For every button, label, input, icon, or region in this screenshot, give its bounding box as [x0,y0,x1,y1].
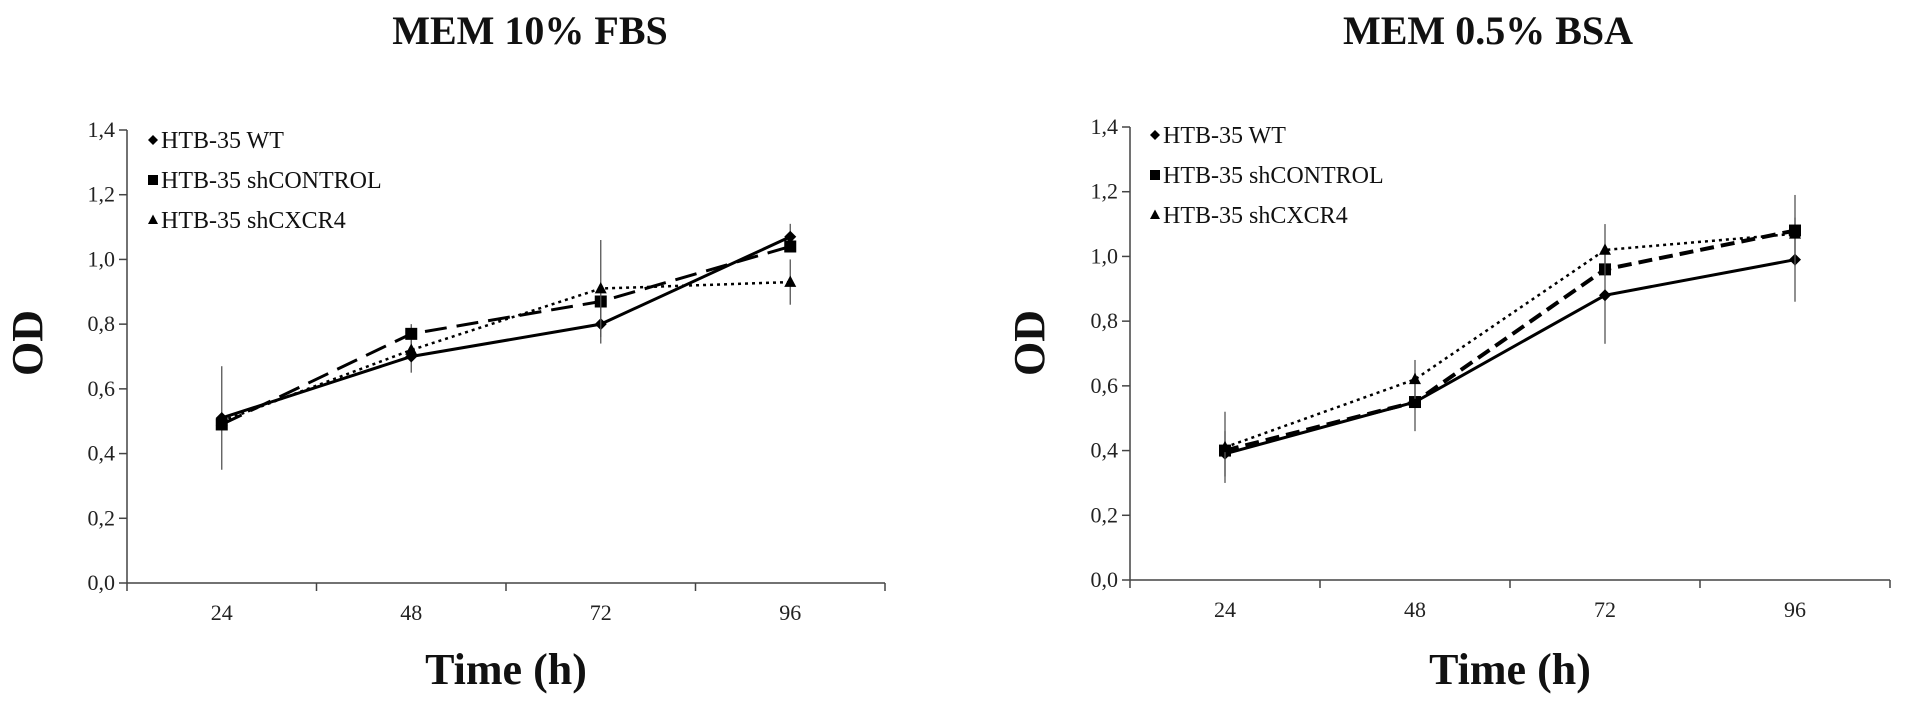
x-axis-title: Time (h) [1429,645,1591,694]
y-tick-label: 0,2 [1091,502,1119,527]
series-line [221,280,791,423]
chart-mem-10-fbs: MEM 10% FBS Time (h) OD 0,0 0,2 0,4 0,6 0,8 1… [3,8,886,694]
axes: 0,0 0,2 0,4 0,6 0,8 1,0 1,2 1,4 24 48 72 96 [88,117,886,625]
x-tick-label: 96 [779,600,801,625]
legend-marker [1150,209,1160,219]
x-tick-label: 96 [1784,597,1806,622]
series-htb-35-shcxcr4 [215,240,797,427]
y-tick-label: 1,0 [1091,243,1119,268]
y-tick-label: 0,6 [1091,373,1119,398]
chart-mem-0-5-bsa: MEM 0.5% BSA Time (h) OD 0,0 0,2 0,4 0,6 0,8… [1005,8,1891,694]
data-point [784,275,797,287]
series-line [1224,258,1796,456]
data-point [1409,396,1421,409]
data-point [784,230,797,243]
y-tick-label: 0,4 [88,441,116,466]
series-layer [1219,194,1801,483]
data-point [405,327,418,340]
series-htb-35-shcontrol [215,240,797,431]
y-axis-title: OD [1005,310,1054,376]
legend: HTB-35 WT HTB-35 shCONTROL HTB-35 shCXCR4 [1150,123,1384,229]
legend-label: HTB-35 shCXCR4 [161,208,346,234]
x-tick-label: 24 [1214,597,1236,622]
series-layer [215,223,797,470]
legend-label: HTB-35 shCXCR4 [1163,203,1348,229]
y-tick-label: 0,2 [88,505,116,530]
y-axis-title: OD [3,310,52,376]
data-point [1409,372,1421,385]
series-line [1224,228,1796,453]
data-point [215,414,228,427]
data-point [1789,227,1801,239]
legend-marker [148,214,158,224]
legend-label: HTB-35 WT [161,128,284,154]
y-tick-label: 0,0 [1091,567,1119,592]
data-point [594,281,607,294]
x-tick-label: 72 [590,600,612,625]
y-tick-label: 0,0 [88,570,116,595]
legend-marker [1150,130,1160,140]
y-tick-label: 0,8 [1091,308,1119,333]
legend-marker [1150,170,1160,180]
y-tick-label: 0,4 [1091,438,1119,463]
series-htb-35-wt [215,223,797,470]
legend-label: HTB-35 shCONTROL [161,168,382,194]
axes: 0,0 0,2 0,4 0,6 0,8 1,0 1,2 1,4 24 48 72 96 [1091,114,1891,622]
data-point [405,343,418,355]
y-tick-label: 0,6 [88,376,116,401]
x-axis-title: Time (h) [425,645,587,694]
legend-label: HTB-35 shCONTROL [1163,163,1384,189]
series-line [221,245,791,426]
data-point [1599,289,1611,302]
y-tick-label: 1,4 [88,117,116,142]
series-line [221,235,791,420]
legend-marker [148,135,158,145]
x-tick-label: 72 [1594,597,1616,622]
y-tick-label: 1,0 [88,246,116,271]
data-point [784,240,797,253]
y-tick-label: 1,2 [88,182,116,207]
series-htb-35-wt [1219,217,1801,477]
series-htb-35-shcxcr4 [1219,224,1801,483]
chart-title: MEM 0.5% BSA [1343,8,1633,53]
data-point [1599,243,1611,255]
legend-marker [148,175,158,185]
x-tick-label: 24 [211,600,233,625]
y-tick-label: 1,2 [1091,179,1119,204]
y-tick-label: 1,4 [1091,114,1119,139]
y-tick-label: 0,8 [88,311,116,336]
x-tick-label: 48 [1404,597,1426,622]
x-tick-label: 48 [400,600,422,625]
legend-label: HTB-35 WT [1163,123,1286,149]
legend: HTB-35 WT HTB-35 shCONTROL HTB-35 shCXCR4 [148,128,382,234]
chart-title: MEM 10% FBS [392,8,668,53]
series-line [1224,232,1796,449]
data-point [1219,440,1231,453]
